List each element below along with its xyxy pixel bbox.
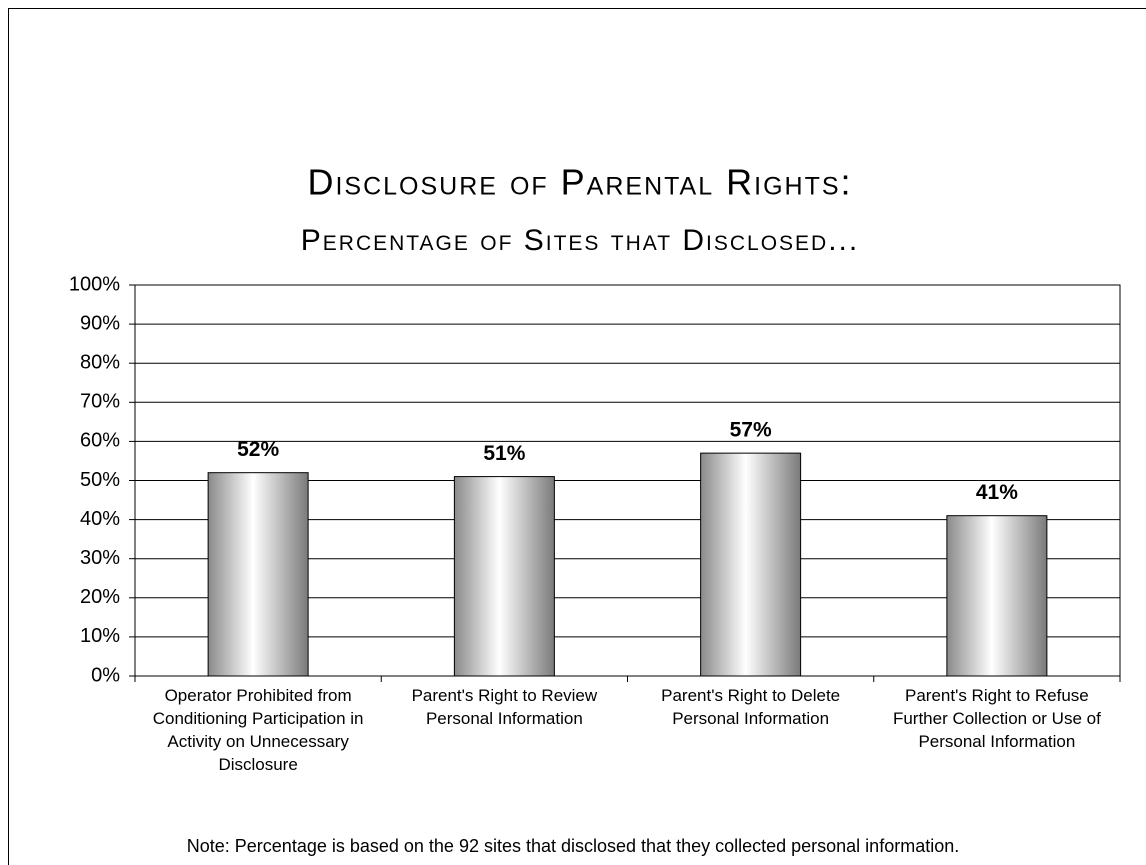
frame <box>8 8 1146 865</box>
y-tick-label: 70% <box>80 391 120 413</box>
data-label: 41% <box>976 481 1018 504</box>
bar <box>207 472 309 677</box>
note: Note: Percentage is based on the 92 site… <box>186 836 960 856</box>
chart-subtitle: Percentage of Sites that Disclosed... <box>301 224 859 257</box>
y-tick-label: 20% <box>80 586 120 608</box>
y-tick-label: 30% <box>80 547 120 569</box>
data-label: 51% <box>483 442 525 465</box>
y-tick-label: 100% <box>69 273 120 295</box>
x-tick-label: Parent's Right to Refuse Further Collect… <box>892 686 1101 751</box>
chart-title: Disclosure of Parental Rights: <box>307 162 852 203</box>
y-tick-label: 90% <box>80 312 120 334</box>
y-tick-label: 50% <box>80 469 120 491</box>
x-tick-label: Parent's Right to Delete Personal Inform… <box>661 686 841 728</box>
y-tick-label: 40% <box>80 508 120 530</box>
data-label: 52% <box>237 438 279 461</box>
data-label: 57% <box>730 419 772 442</box>
x-tick-label: Operator Prohibited from Conditioning Pa… <box>152 686 364 774</box>
x-tick-label: Parent's Right to Review Personal Inform… <box>411 686 598 728</box>
y-tick-label: 10% <box>80 625 120 647</box>
bar <box>453 476 555 677</box>
bar <box>700 452 802 677</box>
bar <box>946 515 1048 677</box>
y-tick-label: 80% <box>80 351 120 373</box>
y-tick-label: 60% <box>80 430 120 452</box>
y-tick-label: 0% <box>91 664 120 686</box>
